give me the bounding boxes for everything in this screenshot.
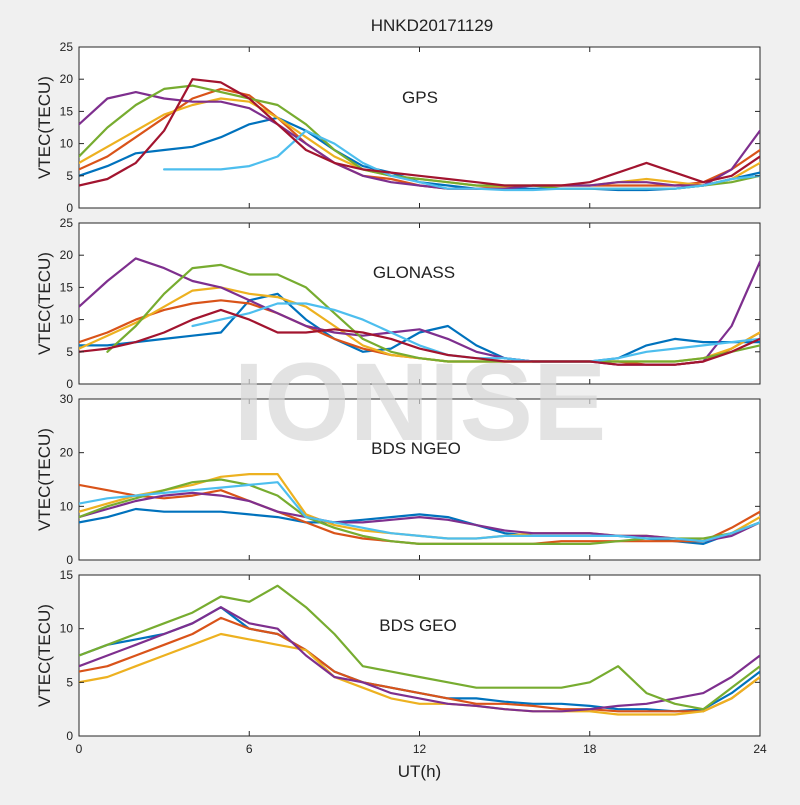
- y-tick-label: 15: [60, 568, 74, 582]
- y-tick-label: 10: [60, 499, 74, 513]
- x-tick-label: 6: [246, 742, 253, 756]
- panel-3: 0 10 20 30 VTEC(TECU) BDS NGEO: [35, 392, 761, 567]
- series-line-blue: [79, 292, 760, 363]
- plot-area: [78, 398, 761, 561]
- y-axis-label: VTEC(TECU): [35, 428, 54, 531]
- panel-1: 0 5 10 15 20 25 VTEC(TECU) GPS: [35, 40, 761, 215]
- panel-2: 0 5 10 15 20 25 VTEC(TECU) GLONASS: [35, 216, 761, 391]
- series-line-purple: [79, 90, 760, 190]
- y-tick-label: 0: [66, 553, 73, 567]
- figure-title: HNKD20171129: [371, 16, 494, 35]
- series-line-purple: [79, 491, 760, 543]
- series-line-cyan: [79, 481, 760, 543]
- series-line-green: [106, 263, 760, 363]
- series-group: [79, 257, 760, 366]
- y-tick-label: 15: [60, 280, 74, 294]
- y-tick-label: 20: [60, 248, 74, 262]
- panel-title: BDS NGEO: [371, 439, 461, 458]
- y-tick-label: 10: [60, 622, 74, 636]
- y-axis-label: VTEC(TECU): [35, 76, 54, 179]
- y-tick-label: 5: [66, 345, 73, 359]
- x-tick-label: 18: [583, 742, 597, 756]
- series-line-darkred: [79, 78, 760, 187]
- series-line-green: [79, 584, 760, 711]
- y-tick-label: 0: [66, 729, 73, 743]
- x-tick-label: 12: [413, 742, 427, 756]
- series-line-darkred: [79, 308, 760, 366]
- y-axis-label: VTEC(TECU): [35, 252, 54, 355]
- panel-title: GLONASS: [373, 263, 455, 282]
- watermark: IONISE: [234, 341, 607, 464]
- y-tick-label: 30: [60, 392, 74, 406]
- y-tick-label: 20: [60, 446, 74, 460]
- y-tick-label: 25: [60, 216, 74, 230]
- y-tick-label: 10: [60, 137, 74, 151]
- series-line-purple: [79, 606, 760, 713]
- x-axis-label: UT(h): [398, 762, 441, 781]
- x-tick-label: 0: [76, 742, 83, 756]
- panel-title: BDS GEO: [379, 616, 456, 635]
- y-axis-label: VTEC(TECU): [35, 604, 54, 707]
- series-line-cyan: [163, 129, 760, 192]
- series-line-orange: [79, 616, 760, 713]
- x-tick-label: 24: [753, 742, 767, 756]
- y-tick-label: 0: [66, 201, 73, 215]
- panel-title: GPS: [402, 88, 438, 107]
- series-line-yellow: [79, 632, 760, 716]
- y-tick-label: 10: [60, 313, 74, 327]
- y-tick-label: 25: [60, 40, 74, 54]
- y-tick-label: 20: [60, 72, 74, 86]
- series-group: [79, 584, 760, 716]
- y-tick-label: 5: [66, 169, 73, 183]
- y-tick-label: 15: [60, 104, 74, 118]
- panel-4: 0 5 10 15 0 6 12 18 24 VTEC(TECU) BDS GEO UT(h): [35, 568, 767, 781]
- panels: 0 5 10 15 20 25 VTEC(TECU) GPS 0 5 10 15 20 25 VTEC(TE…: [35, 40, 767, 781]
- y-tick-label: 0: [66, 377, 73, 391]
- y-tick-label: 5: [66, 675, 73, 689]
- series-group: [79, 473, 760, 546]
- series-group: [79, 78, 760, 192]
